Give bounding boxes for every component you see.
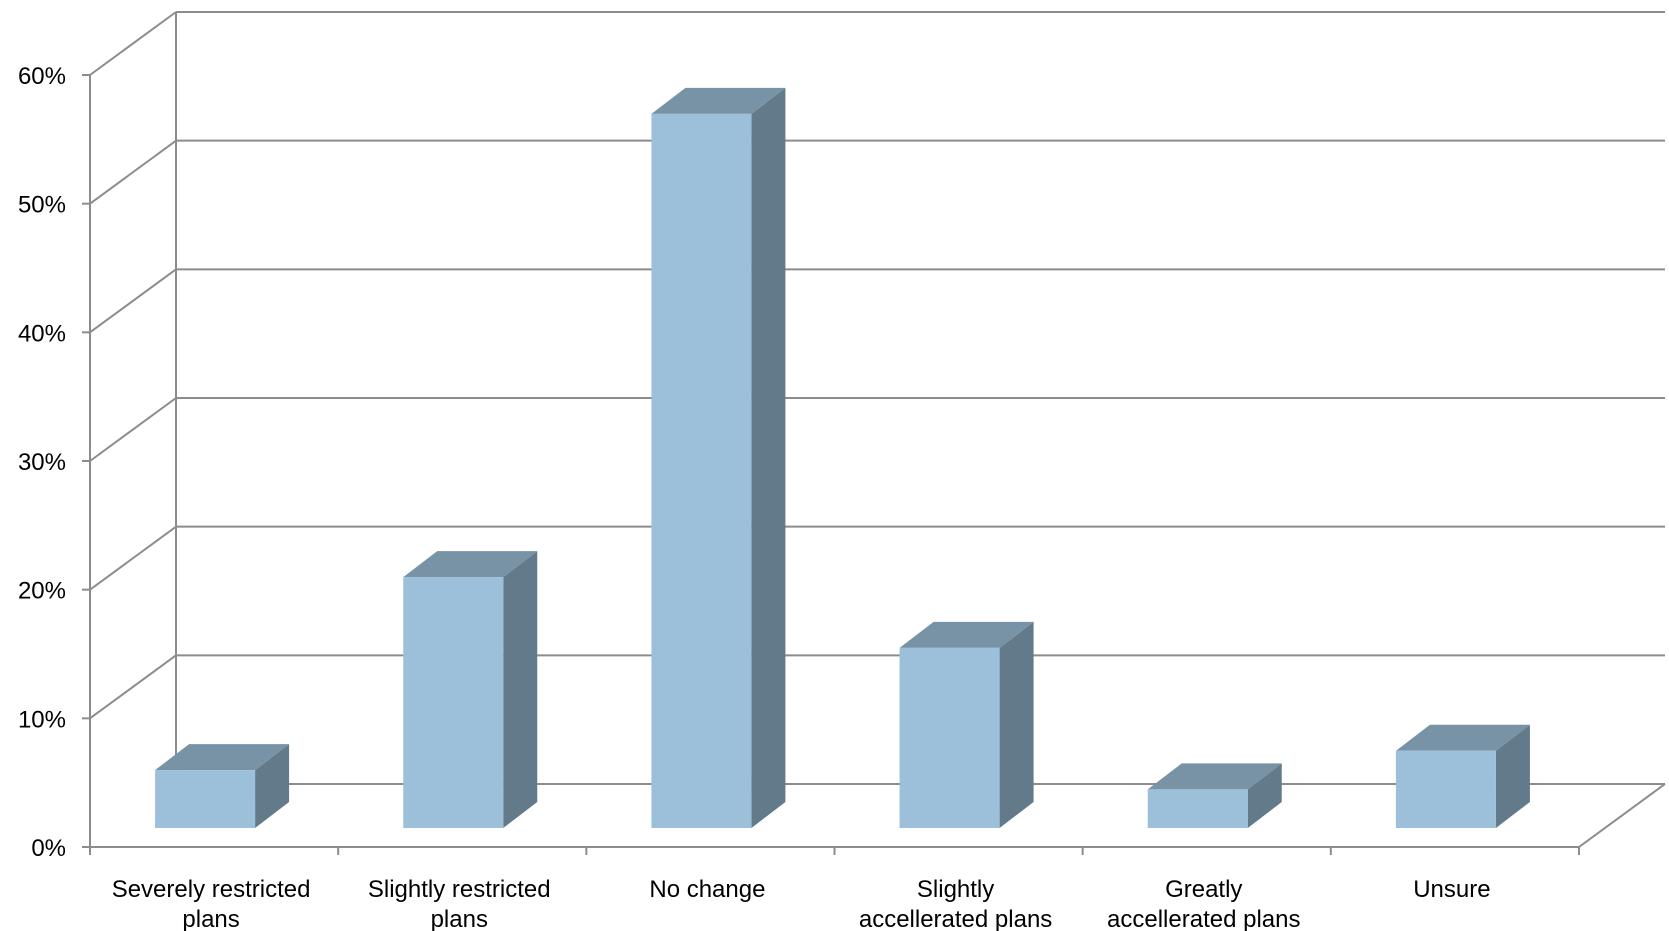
gridlines xyxy=(89,11,1665,785)
bar-front xyxy=(651,113,752,828)
x-category-label: Greatly accellerated plans xyxy=(1107,876,1300,931)
bar-side xyxy=(1247,763,1282,828)
bar-side xyxy=(503,551,538,828)
gridline-diagonal xyxy=(89,268,177,334)
bar xyxy=(899,621,1034,828)
y-tick-label: 20% xyxy=(18,578,66,605)
bar xyxy=(651,87,786,828)
bar xyxy=(403,551,538,828)
bar-front xyxy=(1395,750,1496,828)
bar xyxy=(155,744,290,828)
bar-side xyxy=(999,621,1034,828)
x-category-label: Severely restricted plans xyxy=(112,876,311,931)
gridline-diagonal xyxy=(89,11,177,76)
bars xyxy=(155,87,1530,828)
y-tick-label: 50% xyxy=(18,192,66,219)
bar-side xyxy=(751,87,786,828)
bar-front xyxy=(899,647,1000,828)
y-tick-label: 0% xyxy=(31,835,66,862)
y-axis-ticks: 0% 10% 20% 30% 40% 50% 60% xyxy=(18,63,1580,862)
bar-front xyxy=(403,577,504,828)
y-tick-label: 10% xyxy=(18,706,66,733)
bar-top xyxy=(899,621,1034,648)
y-tick-label: 40% xyxy=(18,320,66,347)
x-category-label: No change xyxy=(649,876,765,903)
bar-front xyxy=(155,770,256,828)
gridline-diagonal xyxy=(89,397,177,462)
bar-side xyxy=(1495,724,1530,828)
bar xyxy=(1395,724,1530,828)
bar-side xyxy=(255,744,290,828)
bar-top xyxy=(403,551,538,578)
bar-top xyxy=(155,744,290,771)
y-tick-label: 30% xyxy=(18,449,66,476)
bar-front xyxy=(1147,789,1248,828)
bar xyxy=(1147,763,1282,828)
gridline-diagonal xyxy=(89,654,177,720)
x-category-label: Unsure xyxy=(1413,876,1490,903)
x-axis-categories: Severely restricted plans Slightly restric… xyxy=(112,876,1491,931)
chart-walls xyxy=(89,12,1666,848)
x-category-label: Slightly accellerated plans xyxy=(859,876,1052,931)
y-tick-label: 60% xyxy=(18,63,66,90)
gridline-diagonal xyxy=(89,139,177,205)
bar-top xyxy=(651,87,786,114)
x-category-label: Slightly restricted plans xyxy=(368,876,551,931)
bar-top xyxy=(1147,763,1282,790)
gridline-diagonal xyxy=(89,525,177,591)
bar-top xyxy=(1395,724,1530,751)
